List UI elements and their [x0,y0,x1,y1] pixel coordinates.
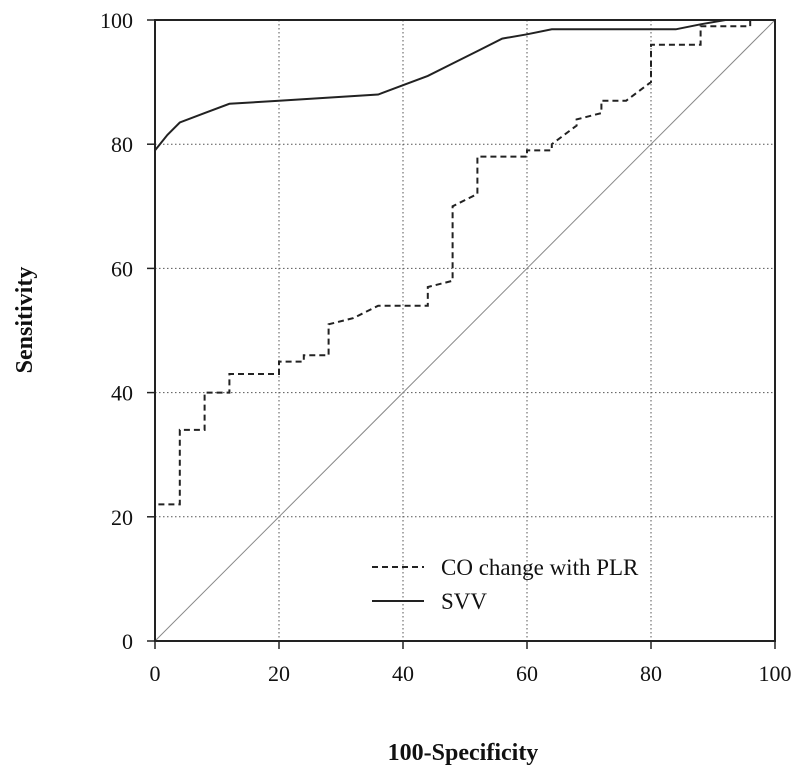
y-tick-label: 100 [100,8,133,33]
series-line-svv [154,19,775,641]
x-axis-ticks: 0 20 40 60 80 100 [150,641,792,686]
legend: CO change with PLR SVV [372,555,639,614]
legend-label-svv: SVV [441,589,487,614]
x-tick-label: 60 [516,661,538,686]
y-tick-label: 0 [122,629,133,654]
x-axis-title: 100-Specificity [388,740,539,766]
x-tick-label: 0 [150,661,161,686]
series-line-co-change [154,19,775,641]
y-axis-title: Sensitivity [12,267,38,374]
x-tick-label: 80 [640,661,662,686]
legend-label-co-change: CO change with PLR [441,555,639,580]
grid-lines [155,20,775,641]
y-tick-label: 80 [111,132,133,157]
reference-diagonal-line [154,19,776,642]
y-axis-ticks: 0 20 40 60 80 100 [100,8,155,654]
y-tick-label: 40 [111,381,133,406]
series-layer [154,19,776,642]
plot-frame [154,19,776,642]
y-tick-label: 60 [111,256,133,281]
x-tick-label: 100 [759,661,792,686]
y-tick-label: 20 [111,505,133,530]
x-tick-label: 40 [392,661,414,686]
x-tick-label: 20 [268,661,290,686]
